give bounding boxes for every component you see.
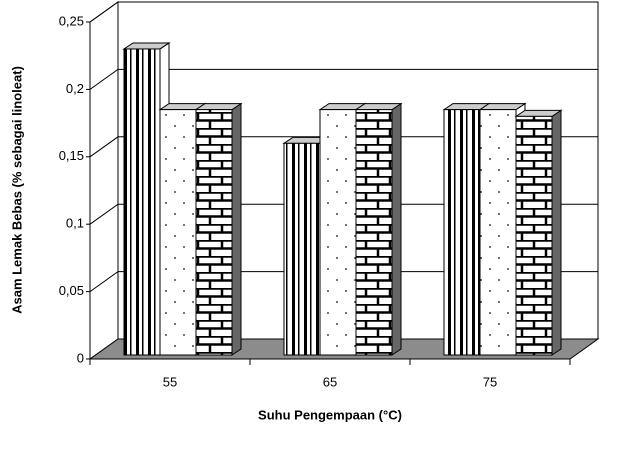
y-tick-label: 0,2 bbox=[66, 81, 84, 96]
y-tick-label: 0,15 bbox=[59, 148, 84, 163]
grid-line bbox=[89, 136, 598, 158]
grid-line bbox=[89, 271, 598, 293]
bar-top bbox=[478, 103, 527, 111]
bar-top bbox=[354, 103, 403, 111]
bar bbox=[283, 142, 321, 356]
bar bbox=[195, 109, 233, 356]
bar bbox=[159, 109, 197, 356]
x-tick-label: 65 bbox=[323, 374, 337, 389]
x-axis-title: Suhu Pengempaan (°C) bbox=[258, 407, 402, 422]
side-wall bbox=[89, 1, 119, 360]
bar bbox=[479, 109, 517, 356]
bar-side bbox=[551, 109, 562, 356]
bar bbox=[515, 115, 553, 356]
bar-top bbox=[122, 42, 171, 50]
grid-line bbox=[89, 68, 598, 90]
bar-side bbox=[391, 102, 402, 356]
y-tick-label: 0,05 bbox=[59, 283, 84, 298]
y-tick-label: 0,25 bbox=[59, 13, 84, 28]
bar-top bbox=[194, 103, 243, 111]
bar bbox=[443, 109, 481, 356]
bar-side bbox=[231, 102, 242, 356]
x-tick-label: 55 bbox=[163, 374, 177, 389]
y-tick-label: 0 bbox=[77, 350, 84, 365]
x-tick-label: 75 bbox=[483, 374, 497, 389]
grid-line bbox=[89, 1, 598, 23]
grid-line bbox=[89, 203, 598, 225]
bar bbox=[355, 109, 393, 356]
bar bbox=[319, 109, 357, 356]
y-tick-label: 0,1 bbox=[66, 216, 84, 231]
bar bbox=[123, 48, 161, 356]
y-axis-title: Asam Lemak Bebas (% sebagai linoleat) bbox=[9, 66, 24, 314]
bar-top bbox=[514, 109, 563, 117]
